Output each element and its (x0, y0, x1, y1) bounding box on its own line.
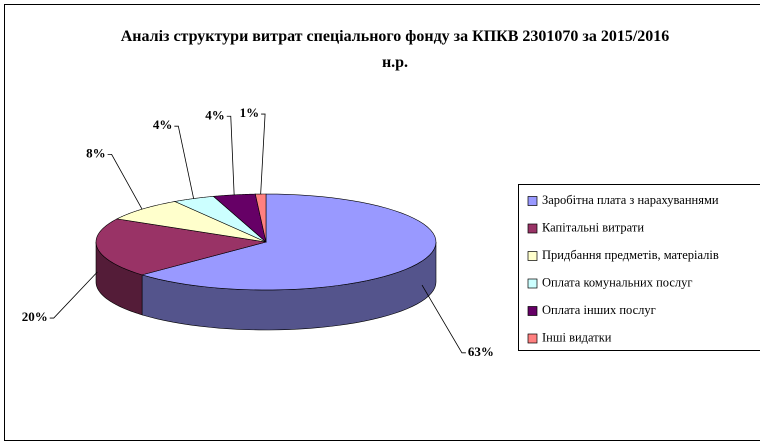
legend-label: Оплата інших послуг (542, 303, 656, 317)
slice (95, 218, 267, 276)
leader-line (226, 115, 235, 195)
legend-label: Придбання предметів, матеріалів (542, 248, 719, 262)
legend-label: Інші видатки (542, 330, 612, 344)
leader-line (421, 284, 466, 354)
legend-box (518, 184, 760, 351)
legend-swatch (527, 223, 538, 234)
data-label: 20% (22, 309, 48, 324)
data-label: 1% (240, 105, 260, 120)
slice (212, 193, 267, 243)
data-label: 8% (86, 145, 106, 160)
legend-label: Заробітна плата з нарахуваннями (542, 193, 719, 207)
slice (173, 196, 267, 243)
leader-line (107, 153, 143, 210)
leader-line (49, 271, 98, 319)
legend-swatch (527, 278, 538, 289)
legend-swatch (527, 306, 538, 316)
data-label: 4% (153, 117, 173, 132)
legend-swatch (527, 333, 538, 344)
leader-line (260, 113, 266, 195)
slice (140, 193, 437, 291)
slice (116, 201, 267, 243)
data-label: 63% (468, 344, 494, 359)
legend-label: Капітальні витрати (542, 220, 644, 234)
leader-line (174, 125, 195, 199)
legend-swatch (527, 196, 538, 206)
legend-swatch (527, 251, 538, 261)
data-label: 4% (205, 107, 225, 122)
legend-label: Оплата комунальних послуг (542, 275, 693, 289)
chart-title: Аналіз структури витрат спеціального фон… (120, 28, 670, 71)
